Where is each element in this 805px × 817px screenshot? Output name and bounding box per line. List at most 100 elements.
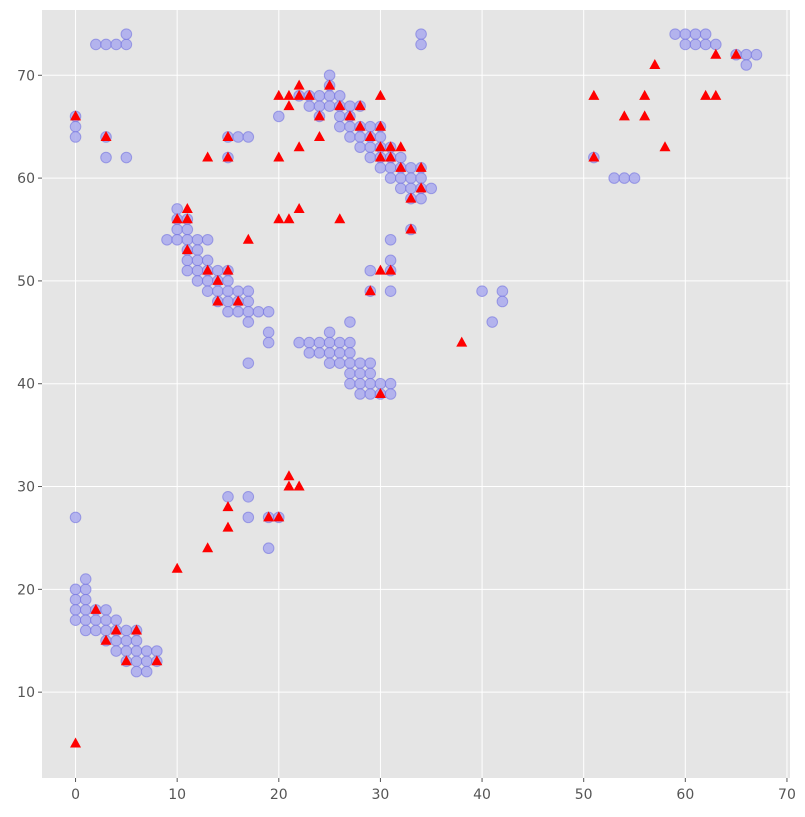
triangle-point (181, 213, 193, 224)
x-tick-label: 0 (71, 787, 80, 803)
triangle-point (131, 624, 143, 635)
x-tick-label: 30 (372, 787, 390, 803)
circle-point (364, 377, 377, 390)
circle-point (740, 59, 753, 71)
circle-point (201, 275, 214, 287)
y-tick-label: 60 (17, 171, 35, 187)
triangle-point (293, 89, 305, 100)
circle-point (384, 254, 397, 267)
circle-point (364, 120, 377, 133)
circle-point (384, 388, 397, 400)
triangle-point (273, 213, 285, 224)
circle-point (313, 100, 326, 112)
circle-point (110, 634, 122, 647)
circle-point (384, 285, 397, 297)
triangle-point (374, 141, 386, 152)
circle-point (313, 90, 326, 102)
circle-point (181, 223, 194, 236)
x-tick-label: 10 (168, 787, 186, 803)
plot-background (42, 10, 790, 778)
circle-point (344, 357, 356, 369)
triangle-point (385, 264, 397, 275)
triangle-point (700, 89, 712, 100)
triangle-point (212, 295, 224, 306)
circle-point (242, 511, 255, 524)
circle-point (181, 254, 194, 267)
circle-point (628, 172, 641, 184)
triangle-point (222, 501, 234, 512)
triangle-point (374, 388, 386, 398)
circle-point (110, 645, 122, 657)
circle-point (222, 305, 234, 318)
triangle-point (293, 202, 305, 213)
circle-point (384, 377, 397, 390)
triangle-point (273, 89, 285, 100)
circle-point (425, 182, 438, 195)
circle-point (69, 511, 82, 524)
x-tick-label: 60 (676, 787, 694, 803)
circle-point (496, 285, 509, 297)
triangle-point (293, 141, 305, 152)
circle-point (79, 624, 92, 637)
circle-point (130, 645, 143, 657)
triangle-point (415, 182, 427, 193)
triangle-point (415, 161, 427, 172)
circle-point (405, 172, 417, 184)
circle-point (344, 131, 356, 143)
triangle-point (385, 151, 397, 162)
circle-point (201, 254, 214, 267)
triangle-point (283, 89, 295, 100)
circle-point (242, 491, 255, 503)
circle-point (130, 634, 143, 647)
circle-point (171, 233, 183, 246)
triangle-point (283, 480, 295, 491)
circle-point (140, 665, 153, 678)
circle-point (364, 151, 377, 164)
triangle-point (273, 511, 285, 522)
triangle-point (324, 79, 336, 90)
circle-point (323, 336, 336, 349)
circle-point (120, 634, 133, 647)
triangle-point (303, 89, 315, 100)
circle-point (171, 203, 183, 215)
circle-point (374, 131, 387, 143)
triangle-point (222, 130, 234, 141)
circle-point (354, 367, 366, 380)
circle-point (323, 326, 336, 339)
circle-point (79, 614, 92, 626)
triangle-point (374, 89, 386, 100)
circle-point (699, 28, 712, 40)
circle-point (384, 233, 397, 246)
circle-point (344, 347, 356, 359)
circle-point (100, 614, 112, 626)
circle-point (303, 336, 316, 349)
triangle-point (151, 655, 163, 666)
circle-point (313, 347, 326, 359)
triangle-point (283, 100, 295, 111)
circle-point (252, 305, 265, 318)
x-tick-label: 70 (778, 787, 796, 803)
circle-point (699, 38, 712, 51)
triangle-point (171, 213, 183, 224)
circle-point (344, 120, 356, 133)
triangle-point (374, 264, 386, 275)
circle-point (222, 275, 234, 287)
circle-point (333, 120, 346, 133)
circle-point (344, 100, 356, 112)
triangle-point (120, 655, 132, 666)
triangle-point (710, 48, 722, 59)
circle-point (415, 38, 427, 51)
triangle-point (202, 264, 214, 275)
circle-point (394, 151, 407, 164)
circle-point (232, 285, 244, 297)
triangle-point (283, 213, 295, 224)
circle-point (212, 264, 224, 277)
triangle-point (639, 110, 651, 121)
circle-point (242, 285, 255, 297)
circle-point (344, 377, 356, 390)
circle-point (313, 336, 326, 349)
triangle-series (70, 48, 742, 748)
triangle-point (374, 120, 386, 131)
circle-point (333, 110, 346, 123)
triangle-point (588, 89, 600, 100)
